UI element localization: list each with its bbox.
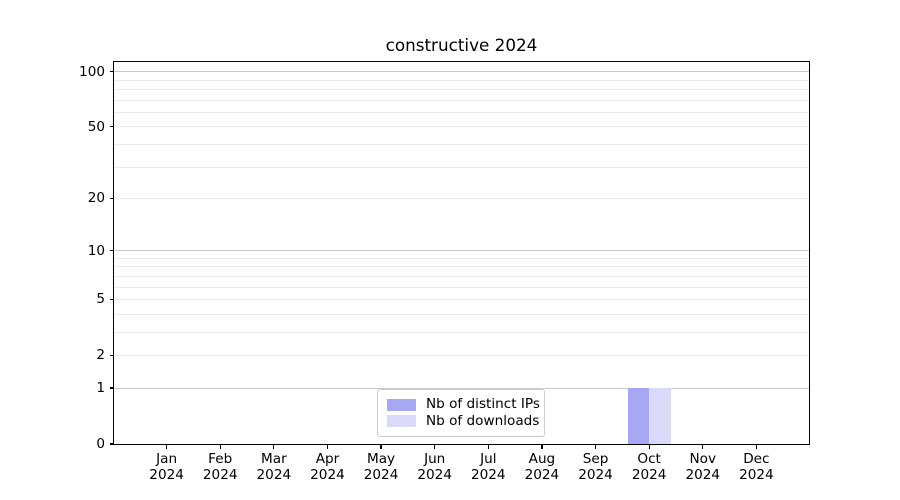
gridline (114, 126, 809, 128)
gridline (114, 99, 809, 101)
legend-swatch-downloads-icon (387, 415, 416, 428)
gridline (114, 354, 809, 356)
gridline (114, 331, 809, 333)
x-tick-label: Apr 2024 (310, 451, 345, 483)
legend: Nb of distinct IPs Nb of downloads (377, 389, 545, 437)
gridline (114, 79, 809, 81)
gridline (114, 387, 809, 389)
x-tick-label: Jan 2024 (149, 451, 184, 483)
bars-layer (114, 62, 809, 444)
gridline (114, 89, 809, 91)
gridline (114, 266, 809, 268)
x-tick-mark (380, 445, 382, 449)
y-tick-label: 100 (79, 63, 105, 80)
x-tick-mark (273, 445, 275, 449)
plot-area: Nb of distinct IPs Nb of downloads (113, 61, 810, 445)
x-tick-label: Feb 2024 (202, 451, 238, 483)
legend-label-distinct-ips: Nb of distinct IPs (426, 396, 540, 413)
legend-label-downloads: Nb of downloads (426, 413, 540, 430)
x-tick-mark (702, 445, 704, 449)
gridline (114, 275, 809, 277)
gridline (114, 111, 809, 113)
x-tick-mark (434, 445, 436, 449)
x-tick-label: Dec 2024 (739, 451, 774, 483)
x-tick-mark (219, 445, 221, 449)
y-tick-label: 10 (87, 242, 105, 259)
y-tick-label: 1 (96, 380, 105, 397)
x-tick-mark (326, 445, 329, 449)
gridlines-layer (114, 62, 809, 444)
legend-item-distinct-ips: Nb of distinct IPs (387, 397, 540, 412)
bar-nb-of-distinct-ips-oct (627, 388, 650, 444)
chart-title: constructive 2024 (385, 35, 538, 55)
gridline (114, 166, 809, 168)
gridline (114, 257, 809, 259)
x-tick-mark (755, 445, 757, 449)
x-tick-label: Oct 2024 (631, 451, 667, 483)
legend-item-downloads: Nb of downloads (387, 414, 539, 429)
y-tick-label: 5 (96, 291, 105, 308)
x-tick-label: Sep 2024 (578, 451, 613, 483)
x-tick-label: Jul 2024 (470, 451, 506, 483)
legend-swatch-distinct-ips-icon (387, 398, 416, 411)
gridline (114, 250, 809, 252)
x-tick-mark (594, 445, 597, 449)
gridline (114, 299, 809, 300)
gridline (114, 71, 809, 73)
x-tick-label: Jun 2024 (417, 451, 452, 483)
y-tick-label: 20 (87, 190, 105, 207)
gridline (114, 313, 809, 315)
y-tick-label: 2 (96, 347, 105, 364)
x-tick-mark (541, 445, 543, 449)
x-tick-mark (166, 445, 168, 449)
gridline (114, 286, 809, 288)
x-tick-label: May 2024 (363, 451, 399, 483)
x-tick-label: Mar 2024 (256, 451, 292, 483)
gridline (114, 197, 809, 199)
x-tick-mark (648, 445, 650, 449)
bar-nb-of-downloads-oct (649, 388, 671, 444)
x-tick-mark (487, 445, 489, 449)
x-tick-label: Aug 2024 (524, 451, 560, 483)
x-tick-label: Nov 2024 (685, 451, 721, 483)
y-tick-label: 0 (96, 436, 105, 452)
gridline (114, 143, 809, 145)
y-tick-label: 50 (87, 118, 105, 135)
